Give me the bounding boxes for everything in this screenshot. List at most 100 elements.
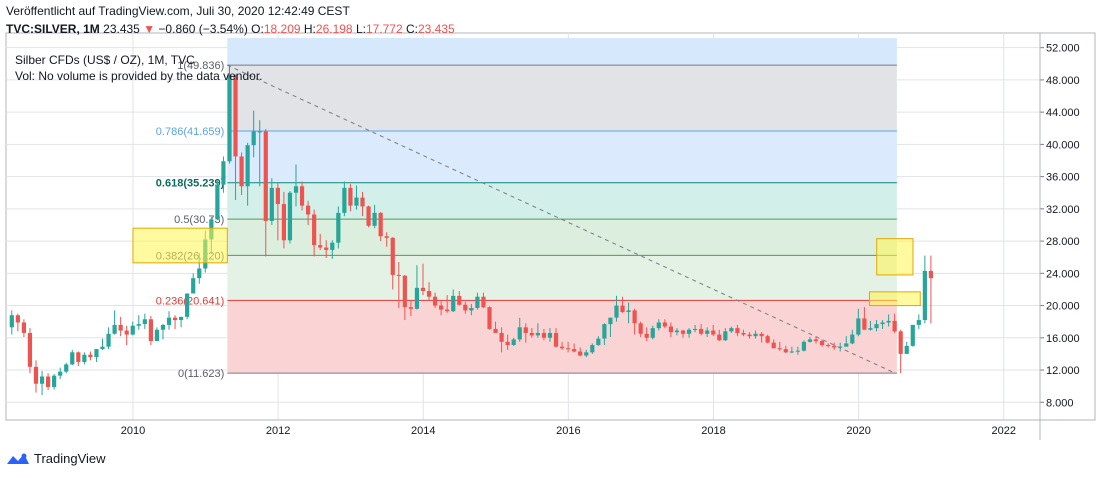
candle (9, 310, 14, 335)
candle-body (414, 287, 420, 309)
candle (457, 291, 462, 306)
x-tick-label: 2020 (846, 425, 870, 437)
candle (378, 212, 383, 242)
candle-body (668, 326, 674, 333)
candle-body (680, 330, 686, 334)
candle (910, 324, 915, 347)
candle (166, 311, 172, 330)
candle-body (257, 131, 262, 133)
candle (584, 349, 589, 358)
close-label: C: (406, 22, 418, 36)
candle-body (457, 295, 462, 305)
candle-body (432, 296, 438, 306)
candle-body (487, 307, 492, 329)
candle-body (699, 328, 704, 334)
x-tick-label: 2016 (556, 425, 580, 437)
candle-body (686, 329, 692, 334)
candle (517, 317, 522, 342)
candle-body (172, 317, 178, 321)
candle (505, 334, 510, 350)
candle (390, 237, 395, 290)
candle-body (826, 345, 831, 347)
candle (185, 293, 190, 320)
candle-body (596, 338, 601, 346)
candle (596, 336, 601, 346)
candle (928, 255, 934, 324)
candle (88, 351, 93, 361)
candle-body (318, 245, 323, 248)
candle (874, 320, 879, 332)
candle-body (287, 192, 293, 241)
candle-body (154, 329, 160, 342)
candle (541, 328, 547, 341)
candle (360, 191, 365, 217)
candle-body (82, 354, 87, 362)
candle (523, 323, 528, 343)
candle-body (384, 236, 389, 238)
candle-body (94, 349, 99, 358)
footer-brand[interactable]: TradingView (6, 451, 106, 466)
candle-body (644, 333, 649, 338)
chart-axes: 52.000 48.000 44.000 40.000 36.000 32.000 28.0… (6, 33, 1095, 440)
y-tick-label: 12.000 (1046, 365, 1080, 377)
candle-body (239, 156, 244, 187)
candle-body (517, 327, 522, 340)
candle (402, 274, 407, 321)
candle (481, 292, 486, 308)
candle-body (771, 342, 776, 349)
candle (705, 327, 710, 337)
fibonacci-retracement[interactable]: 1(49.836)0.786(41.659)0.618(35.239)0.5(3… (156, 38, 897, 380)
candle (445, 295, 450, 313)
candle (408, 300, 413, 317)
candle (106, 327, 111, 350)
candle (922, 255, 927, 324)
candle (263, 129, 268, 257)
open-value: 18.209 (263, 22, 301, 36)
candle (475, 292, 480, 310)
highlight-boxes[interactable] (132, 227, 921, 307)
candle (759, 332, 764, 343)
candle-body (112, 324, 117, 334)
candle-body (910, 324, 915, 346)
close-value: 23.435 (418, 22, 455, 36)
candle (82, 352, 87, 365)
candle-body (275, 187, 280, 205)
candle (257, 120, 262, 187)
candle-body (868, 328, 873, 330)
candle-body (263, 131, 268, 221)
fib-band (227, 131, 897, 183)
volume-note: Vol: No volume is provided by the data v… (15, 69, 263, 83)
x-tick-label: 2022 (991, 425, 1015, 437)
candle-body (529, 332, 534, 336)
candle (578, 347, 583, 357)
candle-body (572, 349, 577, 352)
candle-body (723, 331, 728, 341)
candle-body (100, 346, 105, 350)
fib-level-label: 0(11.623) (178, 368, 224, 380)
candle (94, 349, 99, 362)
candle-body (402, 275, 407, 308)
candle (275, 183, 280, 241)
candle (64, 362, 69, 374)
candle-body (898, 331, 903, 354)
candle-body (396, 274, 401, 276)
candle-body (360, 197, 365, 207)
fib-level-label: 1(49.836) (177, 60, 224, 72)
candle-body (233, 75, 238, 157)
candle-body (469, 307, 474, 311)
candle (251, 110, 256, 158)
candle-body (735, 328, 740, 333)
candle-body (741, 332, 746, 335)
candle-body (662, 322, 667, 327)
candlestick-series (9, 65, 934, 396)
candle-body (874, 324, 879, 329)
candle (801, 340, 807, 352)
candle (366, 205, 371, 228)
candle-body (886, 320, 891, 323)
candle-body (904, 345, 909, 354)
candle (723, 328, 728, 342)
x-tick-label: 2010 (121, 425, 145, 437)
candle (807, 336, 813, 343)
candle (245, 142, 250, 206)
